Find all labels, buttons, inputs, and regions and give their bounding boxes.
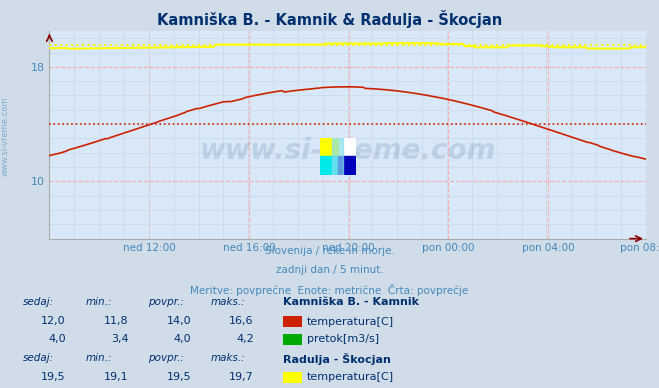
Text: min.:: min.: (86, 353, 112, 363)
Text: www.si-vreme.com: www.si-vreme.com (200, 137, 496, 165)
Bar (320, 156, 338, 175)
Text: sedaj:: sedaj: (23, 297, 54, 307)
Text: sedaj:: sedaj: (23, 353, 54, 363)
Text: 11,8: 11,8 (104, 316, 129, 326)
Text: min.:: min.: (86, 297, 112, 307)
Text: 4,0: 4,0 (48, 334, 66, 344)
Text: 16,6: 16,6 (229, 316, 254, 326)
Bar (320, 138, 338, 156)
Text: Kamniška B. - Kamnik & Radulja - Škocjan: Kamniška B. - Kamnik & Radulja - Škocjan (157, 10, 502, 28)
Text: 4,2: 4,2 (236, 334, 254, 344)
Text: Slovenija / reke in morje.: Slovenija / reke in morje. (264, 246, 395, 256)
Text: zadnji dan / 5 minut.: zadnji dan / 5 minut. (275, 265, 384, 275)
Text: 3,4: 3,4 (111, 334, 129, 344)
Text: pretok[m3/s]: pretok[m3/s] (307, 334, 379, 344)
Text: 12,0: 12,0 (42, 316, 66, 326)
Text: povpr.:: povpr.: (148, 353, 184, 363)
Text: Kamniška B. - Kamnik: Kamniška B. - Kamnik (283, 297, 419, 307)
Text: 19,1: 19,1 (104, 372, 129, 382)
Text: www.si-vreme.com: www.si-vreme.com (1, 96, 10, 175)
Text: 19,5: 19,5 (167, 372, 191, 382)
Text: Radulja - Škocjan: Radulja - Škocjan (283, 353, 391, 365)
Text: povpr.:: povpr.: (148, 297, 184, 307)
Text: maks.:: maks.: (211, 353, 246, 363)
Text: 19,7: 19,7 (229, 372, 254, 382)
Bar (338, 156, 356, 175)
Text: 14,0: 14,0 (167, 316, 191, 326)
Text: 4,0: 4,0 (173, 334, 191, 344)
Text: Meritve: povprečne  Enote: metrične  Črta: povprečje: Meritve: povprečne Enote: metrične Črta:… (190, 284, 469, 296)
Text: maks.:: maks.: (211, 297, 246, 307)
Text: 19,5: 19,5 (42, 372, 66, 382)
Text: temperatura[C]: temperatura[C] (307, 317, 394, 327)
Text: temperatura[C]: temperatura[C] (307, 372, 394, 382)
Polygon shape (332, 138, 343, 175)
